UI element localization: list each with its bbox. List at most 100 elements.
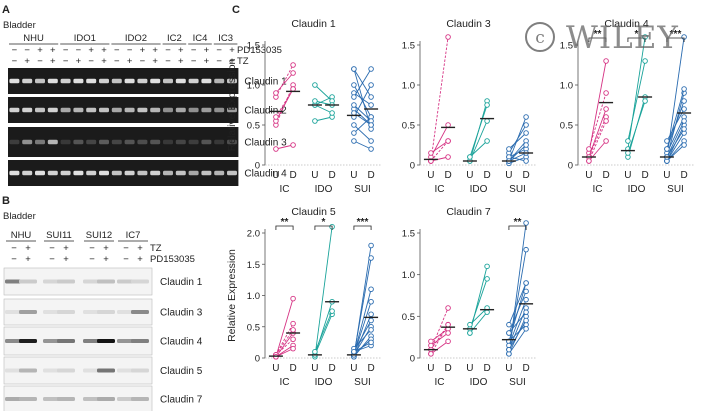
chart-pair-line [275,298,294,357]
chart-pair-line [314,310,333,352]
chart-point-d [368,138,374,144]
chart-point-d [523,326,529,332]
panel-a-gel-band [35,139,45,145]
chart-pair-line [666,120,685,158]
chart-point-u [586,158,592,164]
chart-series-ido [462,263,495,336]
chart-pair-line [508,320,527,350]
panel-a-group-label: IC2 [167,33,182,44]
panel-b-gel-band [57,339,75,343]
chart-point-d [523,220,529,226]
chart-y-tick-label: 0 [255,161,260,172]
panel-b-gel-band [19,397,37,401]
panel-a-pd-sign: + [140,45,146,56]
chart-series-ido [307,223,340,360]
panel-b-gel-band [19,279,37,284]
chart-group-label: SUI [354,184,371,195]
panel-b-gel-band [83,368,101,373]
chart-significance-bracket [588,37,607,42]
panel-a-group-label: IDO2 [125,33,147,44]
panel-a-gel-band [99,139,109,145]
panel-b-tz-sign: + [25,243,31,254]
chart-point-d [603,90,609,96]
chart-series-ic [423,305,456,357]
panel-a-gel-band [9,139,20,145]
chart-pair-line [314,84,333,102]
chart-point-d [484,138,490,144]
chart-point-d [368,299,374,305]
panel-a-gel-band [188,170,199,176]
panel-a-tz-sign: + [127,56,133,67]
panel-a-gel-band [86,170,97,176]
panel-b-tz-sign: + [103,243,109,254]
panel-b-tz-sign: − [11,243,17,254]
panel-a-gel-band [163,107,173,113]
panel-a-gel-band [227,139,237,145]
panel-b-pd-label: PD153035 [150,254,195,265]
panel-a-band-label: Claudin 2 [244,106,287,117]
chart-point-d [445,122,451,128]
panel-b-pd-sign: − [11,254,17,265]
chart-point-d [290,70,296,76]
chart-x-tick-label: D [483,170,490,181]
chart-group-label: IDO [628,184,646,195]
chart-y-tick-label: 0 [568,161,573,172]
panel-b-gel-band [43,339,61,343]
chart-y-tick-label: 1.5 [402,229,415,240]
chart-point-u [351,110,357,116]
panel-b-group-label: NHU [11,230,32,241]
chart-point-d [681,98,687,104]
panel-a-gel-band [60,139,71,145]
chart-point-u [428,342,434,349]
chart-pair-line [588,60,607,154]
chart-pair-line [627,60,646,142]
chart-point-d [642,58,648,64]
panel-a-tz-sign: + [229,56,235,67]
chart-x-tick-label: U [427,363,434,374]
chart-pair-line [430,140,449,162]
panel-a-tz-label: TZ [237,56,249,67]
chart-pair-line [314,116,333,122]
chart-pair-line [508,282,527,325]
chart-y-axis-label: Relative Expression [226,249,238,342]
panel-b-gel-band [131,368,149,373]
panel-b-gel-band [5,279,23,284]
panel-a-gel-band [124,139,135,145]
panel-a-gel-band [22,107,33,113]
chart-pair-line [353,108,372,126]
chart-significance-label: ** [281,217,289,228]
chart-y-tick-label: 1.0 [560,81,573,92]
panel-a-pd-sign: + [50,45,56,56]
panel-b-gel-band [43,310,61,314]
chart-point-u [273,90,279,96]
chart-pair-line [666,108,685,142]
chart-x-tick-label: D [680,170,687,181]
panel-a-gel-band [175,170,186,176]
panel-a-gel-band [86,78,97,84]
chart-point-u [312,349,318,355]
chart-point-d [681,126,687,132]
chart-point-d [445,34,451,40]
chart-pair-line [275,329,294,356]
panel-a-gel-background [8,68,239,94]
chart-pair-line [588,108,607,158]
panel-b-gel-band [117,368,135,373]
chart-pair-line [508,124,527,154]
chart-point-u [506,346,512,353]
panel-a-pd-sign: − [76,45,82,56]
chart-x-tick-label: D [444,363,451,374]
chart-point-u [506,321,512,328]
chart-pair-line [430,140,449,154]
panel-a-gel-band [227,107,237,113]
chart-point-d [368,66,374,72]
panel-a-gel-band [35,107,45,113]
chart-point-d [445,138,451,144]
chart-x-tick-label: D [444,170,451,181]
chart-point-d [523,122,529,128]
chart-x-tick-label: D [483,363,490,374]
chart-x-tick-label: D [289,363,296,374]
panel-b-gel-strips: Claudin 1 Claudin 3 Claudin 4 Claudin 5 Clau… [3,267,203,411]
chart-significance-bracket [314,225,333,230]
